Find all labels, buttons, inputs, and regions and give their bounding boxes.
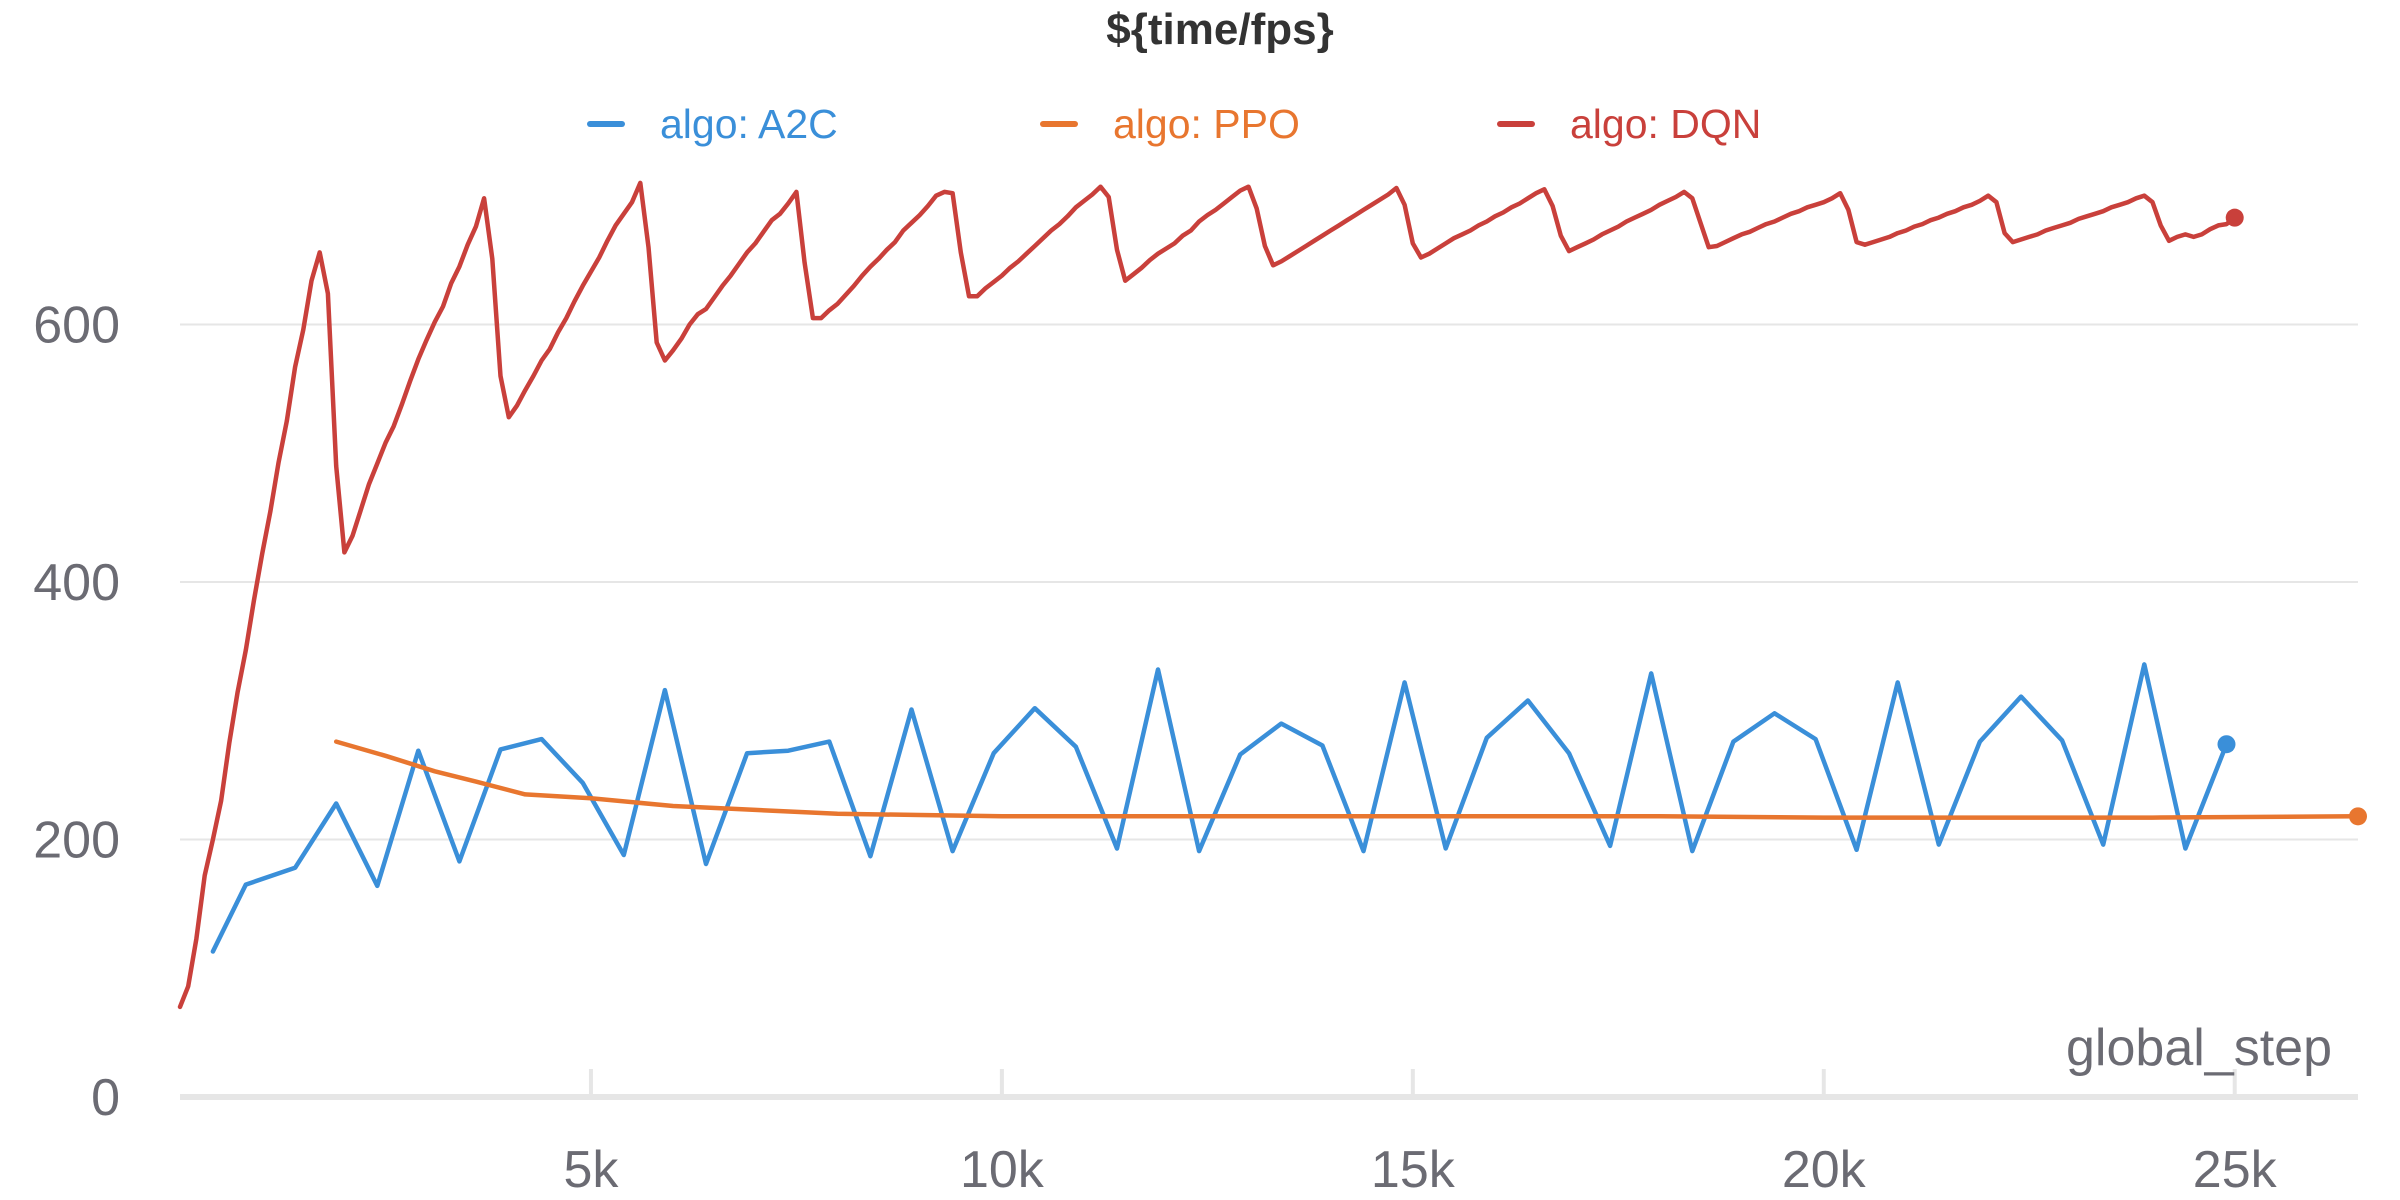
chart-title: ${time/fps} [1106, 5, 1333, 54]
series-line-dqn [177, 180, 2237, 1010]
y-tick-label: 400 [33, 554, 120, 612]
legend: algo: A2C algo: PPO algo: DQN [587, 101, 1761, 147]
x-tick-label: 15k [1371, 1141, 1456, 1199]
series-layer [177, 180, 2367, 1010]
x-tick-label: 25k [2193, 1141, 2278, 1199]
x-tick-label: 5k [563, 1141, 619, 1199]
series-endpoint-ppo [2349, 807, 2367, 826]
grid-layer [180, 323, 2358, 841]
legend-item-ppo[interactable]: algo: PPO [1040, 101, 1300, 147]
legend-label-ppo: algo: PPO [1113, 101, 1300, 147]
axis-layer: 0 200 400 600 5k 10k 15k 20k 25k [33, 297, 2358, 1199]
series-endpoint-a2c [2217, 735, 2236, 754]
x-tick-label: 20k [1782, 1141, 1867, 1199]
legend-item-a2c[interactable]: algo: A2C [587, 101, 838, 147]
legend-label-a2c: algo: A2C [660, 101, 838, 147]
y-tick-label: 0 [91, 1069, 120, 1127]
series-endpoint-dqn [2225, 208, 2244, 227]
x-tick-label: 10k [960, 1141, 1045, 1199]
legend-label-dqn: algo: DQN [1570, 101, 1761, 147]
series-line-ppo [333, 739, 2361, 820]
legend-item-dqn[interactable]: algo: DQN [1497, 101, 1761, 147]
y-tick-label: 200 [33, 812, 120, 870]
y-tick-label: 600 [33, 297, 120, 355]
x-axis-label: global_step [2066, 1019, 2332, 1077]
series-line-a2c [210, 662, 2229, 954]
